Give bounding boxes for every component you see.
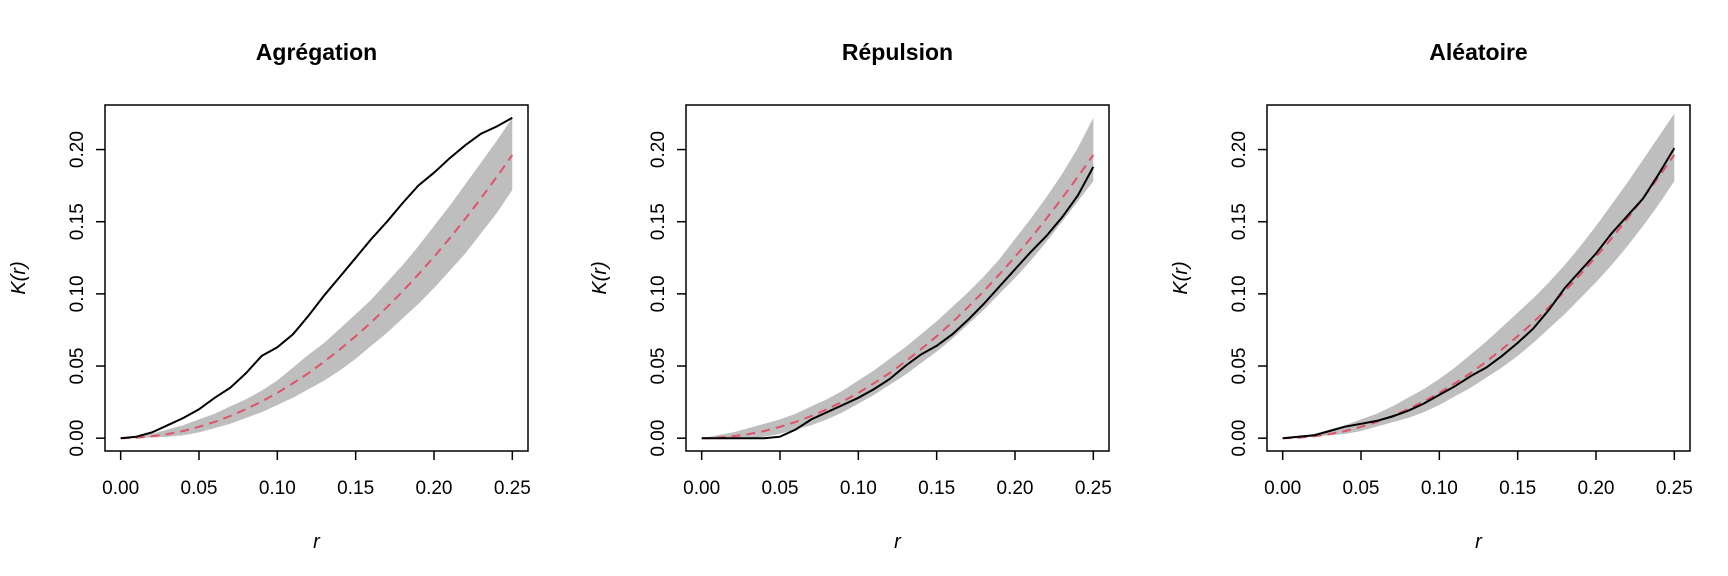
y-axis-label: K(r) [589,261,611,294]
y-tick-label: 0.15 [1229,203,1250,240]
y-tick-label: 0.15 [648,203,669,240]
panel-title: Répulsion [842,39,953,65]
plot-frame [1266,104,1691,452]
y-tick-label: 0.05 [67,348,88,385]
y-tick-label: 0.20 [648,131,669,168]
x-tick-label: 0.20 [997,478,1034,499]
observed-line [1282,147,1676,440]
y-axis-label: K(r) [1170,261,1192,294]
x-tick-label: 0.10 [259,478,296,499]
x-tick-label: 0.15 [918,478,955,499]
x-axis-label: r [894,531,902,553]
x-tick-label: 0.25 [1656,478,1693,499]
x-tick-label: 0.05 [1343,478,1380,499]
y-tick-label: 0.10 [67,275,88,312]
plot-frame [685,104,1110,452]
x-tick-label: 0.10 [840,478,877,499]
x-tick-label: 0.05 [181,478,218,499]
x-axis-label: r [313,531,321,553]
x-tick-label: 0.00 [1264,478,1301,499]
panel-3: 0.00 0.05 0.10 0.15 0.20 0.25 0.00 0.05 0.10 0.15… [1170,39,1693,553]
panel-title: Aléatoire [1429,39,1527,65]
theoretical-line [701,154,1095,440]
x-tick-label: 0.10 [1421,478,1458,499]
y-tick-label: 0.05 [648,348,669,385]
y-tick-label: 0.00 [648,420,669,457]
theoretical-line [120,154,514,440]
x-tick-label: 0.25 [494,478,531,499]
x-tick-label: 0.25 [1075,478,1112,499]
y-tick-label: 0.10 [1229,275,1250,312]
envelope-band [1282,113,1675,439]
y-tick-label: 0.10 [648,275,669,312]
envelope-band [120,117,513,439]
x-tick-label: 0.00 [683,478,720,499]
panel-1: 0.00 0.05 0.10 0.15 0.20 0.25 0.00 0.05 0.10 0.15… [8,39,531,553]
observed-line [120,116,513,440]
y-tick-label: 0.00 [67,420,88,457]
x-tick-label: 0.15 [337,478,374,499]
observed-line [701,166,1095,440]
envelope-band [701,117,1094,439]
x-tick-label: 0.05 [762,478,799,499]
x-axis-label: r [1475,531,1483,553]
x-tick-label: 0.00 [102,478,139,499]
x-tick-label: 0.20 [1578,478,1615,499]
plot-frame [104,104,529,452]
y-tick-label: 0.20 [67,131,88,168]
y-axis-label: K(r) [8,261,30,294]
x-tick-label: 0.15 [1499,478,1536,499]
y-tick-label: 0.00 [1229,420,1250,457]
theoretical-line [1282,154,1676,440]
panel-title: Agrégation [256,39,377,65]
y-tick-label: 0.05 [1229,348,1250,385]
x-tick-label: 0.20 [416,478,453,499]
y-tick-label: 0.15 [67,203,88,240]
panel-2: 0.00 0.05 0.10 0.15 0.20 0.25 0.00 0.05 0.10 0.15… [589,39,1112,553]
y-tick-label: 0.20 [1229,131,1250,168]
